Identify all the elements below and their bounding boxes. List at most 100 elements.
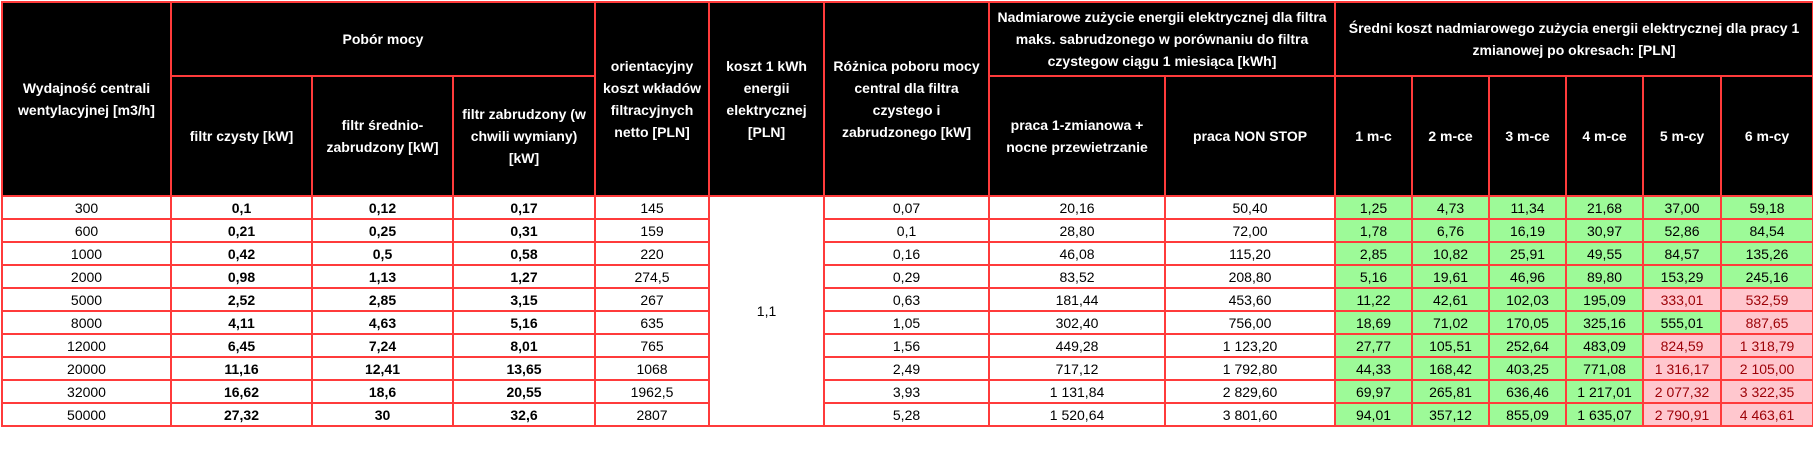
header-period: 1 m-c	[1334, 75, 1414, 197]
cell-clean-filter: 0,42	[170, 241, 313, 266]
cell-dirty-filter: 20,55	[451, 379, 597, 404]
cell-power-difference: 0,1	[823, 218, 991, 243]
cell-clean-filter: 6,45	[170, 333, 313, 358]
header-excess-usage-group: Nadmiarowe zużycie energii elektrycznej …	[988, 1, 1337, 77]
cell-period-cost: 483,09	[1565, 333, 1645, 358]
cell-power-difference: 0,07	[823, 195, 991, 220]
cell-period-cost: 69,97	[1334, 379, 1414, 404]
cell-clean-filter: 0,98	[170, 264, 313, 289]
header-one-shift: praca 1-zmianowa + nocne przewietrzanie	[988, 75, 1167, 197]
cell-period-cost: 84,57	[1642, 241, 1723, 266]
cell-period-cost: 89,80	[1565, 264, 1645, 289]
cell-filter-cost: 635	[594, 310, 711, 335]
cell-dirty-filter: 13,65	[451, 356, 597, 381]
cell-medium-filter: 12,41	[311, 356, 454, 381]
cell-period-cost: 2 077,32	[1642, 379, 1723, 404]
cell-power-difference: 0,29	[823, 264, 991, 289]
cell-clean-filter: 4,11	[170, 310, 313, 335]
cell-period-cost: 252,64	[1488, 333, 1568, 358]
cell-clean-filter: 0,21	[170, 218, 313, 243]
table-row: 2000 0,98 1,13 1,27 274,5 0,29 83,52 208,80 5,16…	[1, 264, 1813, 289]
cell-medium-filter: 4,63	[311, 310, 454, 335]
cell-period-cost: 27,77	[1334, 333, 1414, 358]
table-row: 20000 11,16 12,41 13,65 1068 2,49 717,12 1 792,…	[1, 356, 1813, 381]
cell-one-shift: 1 520,64	[988, 402, 1167, 427]
cell-filter-cost: 145	[594, 195, 711, 220]
cell-period-cost: 824,59	[1642, 333, 1723, 358]
cell-medium-filter: 1,13	[311, 264, 454, 289]
cell-period-cost: 94,01	[1334, 402, 1414, 427]
cell-period-cost: 4,73	[1411, 195, 1491, 220]
cell-period-cost: 46,96	[1488, 264, 1568, 289]
cell-period-cost: 16,19	[1488, 218, 1568, 243]
cell-period-cost: 52,86	[1642, 218, 1723, 243]
cell-capacity: 32000	[1, 379, 172, 404]
cell-capacity: 2000	[1, 264, 172, 289]
cell-medium-filter: 0,12	[311, 195, 454, 220]
cell-capacity: 5000	[1, 287, 172, 312]
cell-dirty-filter: 0,58	[451, 241, 597, 266]
cell-period-cost: 11,34	[1488, 195, 1568, 220]
cell-period-cost: 636,46	[1488, 379, 1568, 404]
cell-dirty-filter: 1,27	[451, 264, 597, 289]
cell-capacity: 600	[1, 218, 172, 243]
cell-nonstop: 453,60	[1164, 287, 1337, 312]
cell-period-cost: 5,16	[1334, 264, 1414, 289]
cell-one-shift: 717,12	[988, 356, 1167, 381]
cell-period-cost: 49,55	[1565, 241, 1645, 266]
cell-period-cost: 2 790,91	[1642, 402, 1723, 427]
cell-capacity: 20000	[1, 356, 172, 381]
cell-period-cost: 855,09	[1488, 402, 1568, 427]
header-period: 4 m-ce	[1565, 75, 1645, 197]
cell-medium-filter: 7,24	[311, 333, 454, 358]
cell-period-cost: 44,33	[1334, 356, 1414, 381]
cell-period-cost: 532,59	[1720, 287, 1813, 312]
table-row: 5000 2,52 2,85 3,15 267 0,63 181,44 453,60 11,22…	[1, 287, 1813, 312]
cell-dirty-filter: 3,15	[451, 287, 597, 312]
cell-period-cost: 2 105,00	[1720, 356, 1813, 381]
cell-power-difference: 2,49	[823, 356, 991, 381]
cell-capacity: 50000	[1, 402, 172, 427]
cell-filter-cost: 274,5	[594, 264, 711, 289]
cell-power-difference: 1,05	[823, 310, 991, 335]
cell-period-cost: 245,16	[1720, 264, 1813, 289]
cell-period-cost: 11,22	[1334, 287, 1414, 312]
cell-period-cost: 153,29	[1642, 264, 1723, 289]
cell-period-cost: 37,00	[1642, 195, 1723, 220]
cell-one-shift: 1 131,84	[988, 379, 1167, 404]
cell-one-shift: 181,44	[988, 287, 1167, 312]
cell-power-difference: 5,28	[823, 402, 991, 427]
header-power-difference: Różnica poboru mocy central dla filtra c…	[823, 1, 991, 197]
table-body: 300 0,1 0,12 0,17 145 1,1 0,07 20,16 50,40 1,25 4,…	[1, 195, 1813, 427]
cell-nonstop: 1 123,20	[1164, 333, 1337, 358]
cell-period-cost: 1 217,01	[1565, 379, 1645, 404]
cell-period-cost: 102,03	[1488, 287, 1568, 312]
cell-period-cost: 1,25	[1334, 195, 1414, 220]
header-period: 3 m-ce	[1488, 75, 1568, 197]
cell-period-cost: 357,12	[1411, 402, 1491, 427]
table-row: 300 0,1 0,12 0,17 145 1,1 0,07 20,16 50,40 1,25 4,…	[1, 195, 1813, 427]
cell-one-shift: 449,28	[988, 333, 1167, 358]
cell-power-difference: 0,16	[823, 241, 991, 266]
table-row: 1000 0,42 0,5 0,58 220 0,16 46,08 115,20 2,85 10,…	[1, 241, 1813, 266]
header-capacity: Wydajność centrali wentylacyjnej [m3/h]	[1, 1, 172, 197]
cell-nonstop: 2 829,60	[1164, 379, 1337, 404]
energy-cost-table: Wydajność centrali wentylacyjnej [m3/h] …	[1, 1, 1813, 427]
cell-power-difference: 3,93	[823, 379, 991, 404]
cell-capacity: 300	[1, 195, 172, 220]
table-row: 50000 27,32 30 32,6 2807 5,28 1 520,64 3 801,60…	[1, 402, 1813, 427]
cell-period-cost: 19,61	[1411, 264, 1491, 289]
cell-period-cost: 887,65	[1720, 310, 1813, 335]
cell-period-cost: 325,16	[1565, 310, 1645, 335]
header-filter-cost: orientacyjny koszt wkładów filtracyjnych…	[594, 1, 711, 197]
cell-medium-filter: 0,25	[311, 218, 454, 243]
cell-period-cost: 135,26	[1720, 241, 1813, 266]
cell-clean-filter: 0,1	[170, 195, 313, 220]
cell-period-cost: 170,05	[1488, 310, 1568, 335]
cell-period-cost: 168,42	[1411, 356, 1491, 381]
cell-dirty-filter: 0,17	[451, 195, 597, 220]
cell-medium-filter: 30	[311, 402, 454, 427]
cell-period-cost: 71,02	[1411, 310, 1491, 335]
cell-period-cost: 4 463,61	[1720, 402, 1813, 427]
cell-period-cost: 25,91	[1488, 241, 1568, 266]
